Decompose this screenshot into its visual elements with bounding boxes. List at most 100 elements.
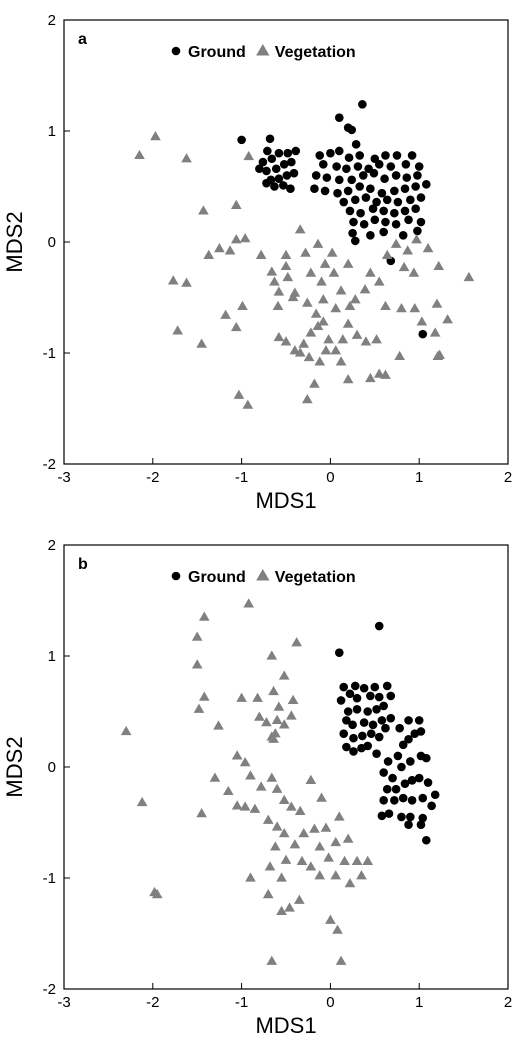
vegetation-point xyxy=(289,839,301,849)
ground-point xyxy=(363,741,372,751)
vegetation-point xyxy=(360,336,372,346)
legend-label-ground: Ground xyxy=(188,569,246,586)
vegetation-point xyxy=(335,955,347,965)
x-tick-label: 2 xyxy=(504,994,512,1011)
ground-point xyxy=(351,140,361,149)
ground-point xyxy=(393,751,403,761)
vegetation-point xyxy=(172,325,183,335)
ground-point xyxy=(359,219,369,229)
vegetation-point xyxy=(294,894,305,904)
vegetation-point xyxy=(278,670,290,680)
vegetation-point xyxy=(266,650,278,660)
vegetation-point xyxy=(351,855,363,865)
ground-point xyxy=(384,809,394,818)
ground-point xyxy=(347,125,357,135)
ground-point xyxy=(350,681,360,691)
vegetation-point xyxy=(316,792,327,802)
ground-point xyxy=(270,182,279,191)
ground-point xyxy=(400,206,410,216)
vegetation-point xyxy=(342,374,354,384)
ground-point xyxy=(400,779,410,788)
vegetation-point xyxy=(317,316,329,326)
ground-point xyxy=(315,151,325,160)
ground-point xyxy=(310,184,319,194)
vegetation-point xyxy=(344,877,356,888)
vegetation-point xyxy=(262,814,274,824)
y-tick-label: -1 xyxy=(43,870,56,887)
ground-point xyxy=(406,812,415,822)
ground-point xyxy=(404,820,413,830)
ground-point xyxy=(416,193,426,202)
ground-point xyxy=(291,146,301,156)
vegetation-point xyxy=(309,378,320,388)
ground-point xyxy=(369,168,379,178)
legend-label-vegetation: Vegetation xyxy=(275,44,356,61)
ground-point xyxy=(368,204,378,213)
ground-point xyxy=(414,773,424,783)
ground-point xyxy=(382,681,392,691)
ground-point xyxy=(353,162,363,171)
vegetation-point xyxy=(325,914,336,924)
ground-point xyxy=(336,696,346,705)
ground-point xyxy=(332,162,341,171)
x-tick-label: 1 xyxy=(415,469,423,486)
vegetation-point xyxy=(239,756,251,767)
vegetation-point xyxy=(245,872,256,882)
legend-label-vegetation: Vegetation xyxy=(275,569,356,586)
ground-point xyxy=(326,148,335,158)
vegetation-point xyxy=(402,245,413,255)
ground-point xyxy=(279,160,289,169)
vegetation-point xyxy=(222,785,234,796)
ground-point xyxy=(334,146,344,156)
vegetation-point xyxy=(220,309,231,319)
x-axis-title: MDS1 xyxy=(255,488,316,513)
vegetation-point xyxy=(323,334,334,344)
ground-point xyxy=(344,153,354,162)
ground-point xyxy=(237,135,246,145)
vegetation-point xyxy=(150,130,161,141)
vegetation-point xyxy=(342,318,354,328)
ground-point xyxy=(423,778,433,787)
vegetation-point xyxy=(230,234,242,244)
ground-point xyxy=(366,231,375,240)
vegetation-point xyxy=(181,153,192,163)
ground-point xyxy=(393,197,403,207)
ground-point xyxy=(402,173,412,182)
x-axis-title: MDS1 xyxy=(255,1013,316,1038)
y-axis-title: MDS2 xyxy=(2,736,27,797)
x-tick-label: -2 xyxy=(146,469,159,486)
vegetation-point xyxy=(236,692,247,702)
x-tick-label: -3 xyxy=(57,994,70,1011)
legend-label-ground: Ground xyxy=(188,44,246,61)
ground-point xyxy=(407,151,417,160)
ground-point xyxy=(401,160,411,169)
ground-point xyxy=(358,171,368,180)
vegetation-point xyxy=(271,783,283,793)
ground-point xyxy=(395,723,404,733)
vegetation-point xyxy=(203,249,215,259)
ground-point xyxy=(352,693,362,703)
vegetation-point xyxy=(120,725,132,736)
ground-point xyxy=(345,689,355,699)
vegetation-point xyxy=(261,717,272,727)
vegetation-point xyxy=(362,855,374,865)
vegetation-point xyxy=(312,320,324,330)
ground-point xyxy=(320,186,330,196)
ground-point xyxy=(372,749,381,758)
ground-point xyxy=(271,164,281,174)
ground-point xyxy=(366,729,376,738)
ground-point xyxy=(374,160,384,169)
ground-point xyxy=(379,227,388,237)
ground-point xyxy=(391,219,401,229)
vegetation-point xyxy=(167,275,179,285)
vegetation-point xyxy=(269,276,280,286)
ground-point xyxy=(407,776,417,785)
ground-point xyxy=(265,134,275,144)
ground-point xyxy=(390,186,399,196)
vegetation-point xyxy=(273,331,285,342)
vegetation-point xyxy=(280,336,292,346)
ground-point xyxy=(414,162,424,171)
ground-point xyxy=(262,178,271,188)
ground-point xyxy=(391,784,401,794)
vegetation-point xyxy=(278,828,290,838)
